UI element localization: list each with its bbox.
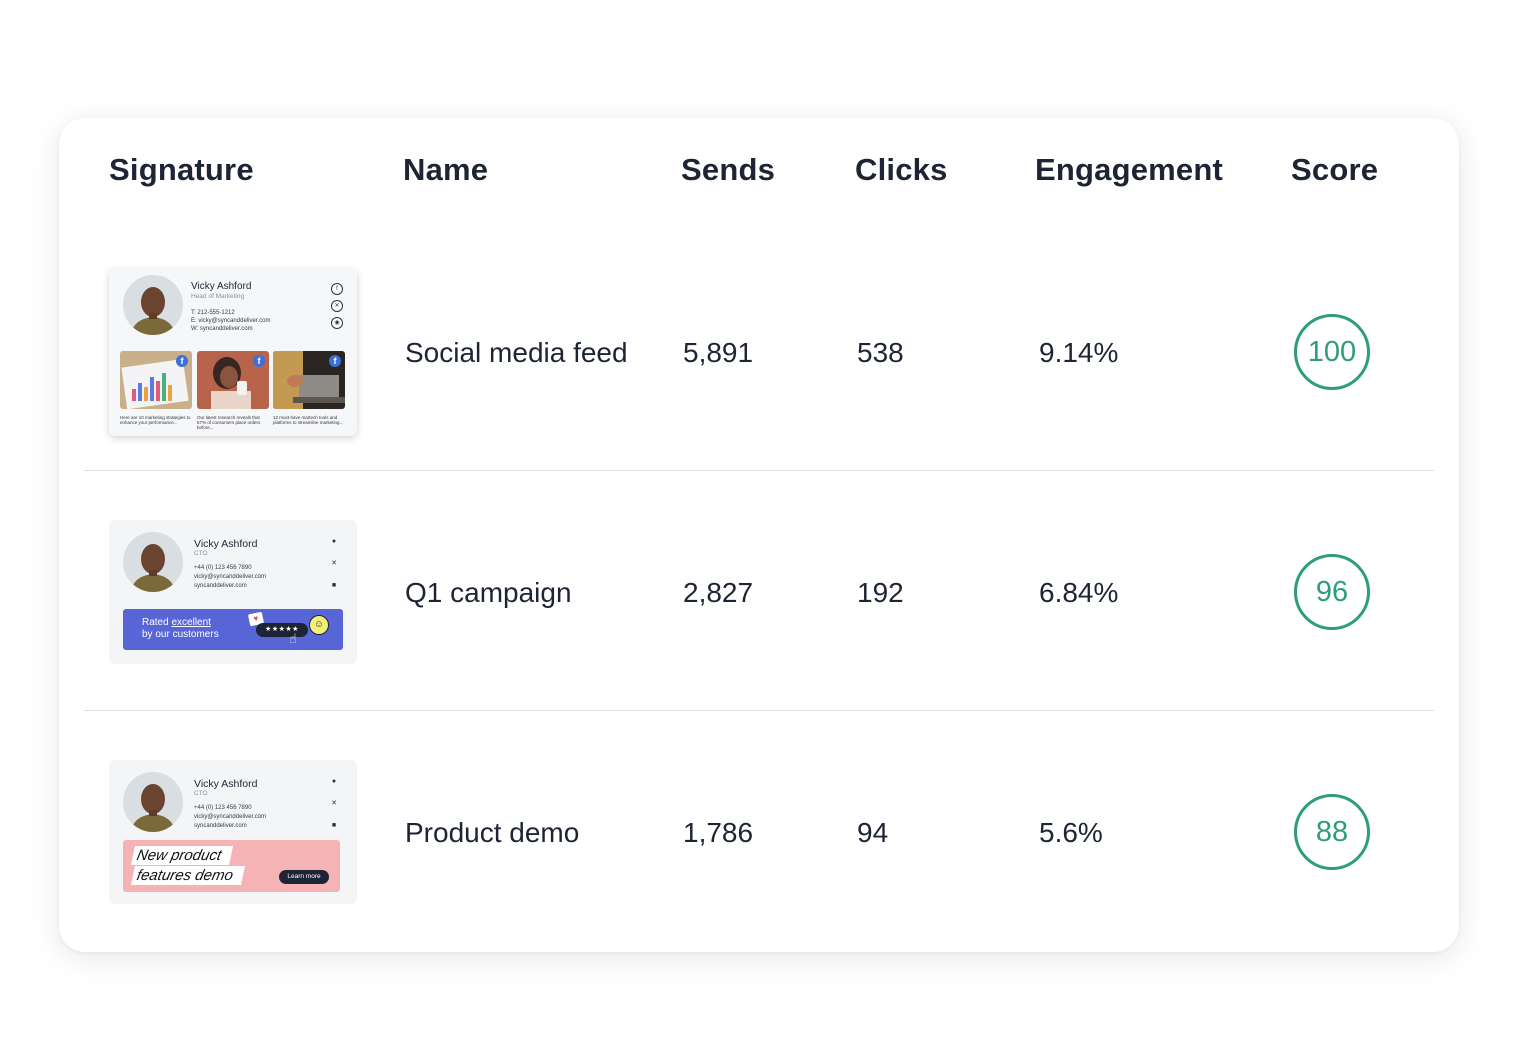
avatar (123, 772, 183, 832)
signature-email: vicky@syncanddeliver.com (194, 574, 267, 580)
column-header-score[interactable]: Score (1291, 152, 1379, 187)
signature-phone: +44 (0) 123 456 7890 (194, 565, 252, 571)
sends-cell: 5,891 (683, 337, 754, 368)
signature-website: syncanddeliver.com (194, 823, 247, 829)
column-header-engagement[interactable]: Engagement (1035, 152, 1224, 187)
engagement-cell: 9.14% (1039, 337, 1119, 368)
engagement-cell: 6.84% (1039, 577, 1119, 608)
sends-cell: 2,827 (683, 577, 754, 608)
banner-line2: features demo (130, 866, 245, 885)
facebook-icon[interactable]: ● (331, 538, 337, 545)
linkedin-icon[interactable]: ■ (331, 822, 337, 829)
signature-preview-q1-campaign[interactable]: Vicky Ashford CTO +44 (0) 123 456 7890 v… (109, 520, 357, 664)
sends-cell: 1,786 (683, 817, 754, 848)
x-twitter-icon[interactable]: ✕ (331, 300, 343, 312)
signature-preview-social-feed[interactable]: Vicky Ashford Head of Marketing T: 212-5… (109, 269, 357, 436)
post-caption: Here are 10 marketing strategies to enha… (120, 415, 191, 425)
row-divider (84, 470, 1434, 471)
post-caption: Our latest research reveals that 57% of … (197, 415, 261, 430)
post-thumbnail-shopper[interactable]: f (197, 351, 269, 409)
post-caption: 12 must-have martech tools and platforms… (273, 415, 344, 425)
person-photo-icon (123, 275, 183, 335)
smiley-face-icon: ☺ (309, 615, 329, 635)
x-twitter-icon[interactable]: ✕ (331, 800, 337, 807)
signature-email: vicky@syncanddeliver.com (194, 814, 267, 820)
signature-email: E: vicky@syncanddeliver.com (191, 318, 271, 324)
score-badge: 96 (1294, 554, 1370, 630)
post-thumbnail-chart[interactable]: f (120, 351, 192, 409)
column-header-signature[interactable]: Signature (109, 152, 254, 187)
signature-name-cell: Q1 campaign (405, 577, 572, 608)
signature-phone: T: 212-555-1212 (191, 310, 235, 316)
column-header-clicks[interactable]: Clicks (855, 152, 948, 187)
avatar (123, 275, 183, 335)
engagement-cell: 5.6% (1039, 817, 1103, 848)
facebook-icon[interactable]: ● (331, 778, 337, 785)
signature-website: syncanddeliver.com (194, 583, 247, 589)
clicks-cell: 192 (857, 577, 904, 608)
pointer-hand-icon: ☝ (289, 631, 297, 646)
person-photo-icon (123, 772, 183, 832)
signature-name-cell: Product demo (405, 817, 580, 848)
signature-person-name: Vicky Ashford (194, 778, 258, 790)
row-divider (84, 710, 1434, 711)
facebook-icon[interactable]: f (331, 283, 343, 295)
signature-person-role: CTO (194, 790, 208, 797)
signature-phone: +44 (0) 123 456 7890 (194, 805, 252, 811)
signature-person-name: Vicky Ashford (194, 538, 258, 550)
linkedin-icon[interactable]: ■ (331, 582, 337, 589)
rating-banner-line1: Rated excellent (142, 617, 211, 629)
signature-person-name: Vicky Ashford (191, 281, 252, 292)
facebook-badge-icon: f (329, 355, 341, 367)
facebook-badge-icon: f (176, 355, 188, 367)
column-header-sends[interactable]: Sends (681, 152, 776, 187)
facebook-badge-icon: f (253, 355, 265, 367)
x-twitter-icon[interactable]: ✕ (331, 560, 337, 567)
post-thumbnail-laptop[interactable]: f (273, 351, 345, 409)
score-badge: 100 (1294, 314, 1370, 390)
signature-person-role: Head of Marketing (191, 293, 245, 300)
star-rating: ★★★★★ (256, 623, 308, 637)
rating-banner-line2: by our customers (142, 629, 219, 640)
score-badge: 88 (1294, 794, 1370, 870)
rating-excellent-link[interactable]: excellent (171, 617, 211, 628)
signature-website: W: syncanddeliver.com (191, 326, 253, 332)
clicks-cell: 94 (857, 817, 889, 848)
signature-name-cell: Social media feed (405, 337, 628, 368)
rating-banner[interactable]: Rated excellent by our customers ♥ ★★★★★… (123, 609, 343, 650)
banner-line1: New product (130, 846, 234, 865)
column-header-name[interactable]: Name (403, 152, 489, 187)
whatsapp-icon[interactable]: ◉ (331, 317, 343, 329)
signature-preview-product-demo[interactable]: Vicky Ashford CTO +44 (0) 123 456 7890 v… (109, 760, 357, 904)
avatar (123, 532, 183, 592)
clicks-cell: 538 (857, 337, 904, 368)
learn-more-button[interactable]: Learn more (279, 870, 329, 884)
product-demo-banner[interactable]: New product features demo Learn more (123, 840, 340, 892)
rating-banner-prefix: Rated (142, 617, 172, 628)
person-photo-icon (123, 532, 183, 592)
signature-person-role: CTO (194, 550, 208, 557)
